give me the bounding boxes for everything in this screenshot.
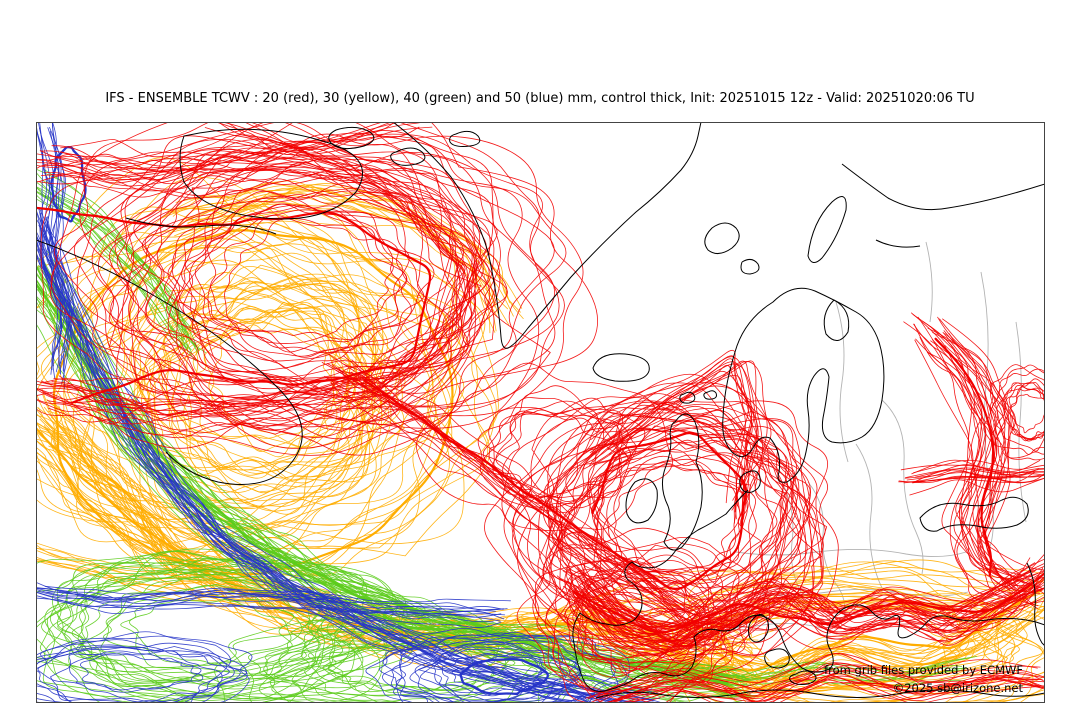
coast-arctic-islands: [328, 126, 481, 166]
coast-faroe-shetland: [679, 390, 717, 404]
coast-denmark: [739, 470, 761, 493]
coast-scandinavia: [722, 287, 885, 483]
attribution: from grib files provided by ECMWF ©2025 …: [824, 661, 1023, 697]
map-frame: from grib files provided by ECMWF ©2025 …: [36, 122, 1045, 703]
coast-baffin: [179, 128, 364, 220]
attribution-copyright-line: ©2025 sb@irizone.net: [892, 681, 1023, 695]
coast-north-africa: [595, 689, 1045, 699]
coast-arctic-russia: [841, 163, 1045, 248]
coast-europe-mediterranean: [572, 489, 1045, 692]
coast-caspian: [1026, 562, 1045, 647]
spaghetti-contours: [36, 122, 1045, 703]
map-border: [36, 122, 1045, 703]
coast-corsica-sardinia-sicily: [747, 614, 817, 685]
coastlines: [36, 122, 1045, 699]
coast-svalbard: [704, 222, 760, 275]
coast-novaya-zemlya: [807, 196, 847, 263]
coast-greenland: [392, 122, 702, 349]
coast-labrador: [36, 239, 303, 485]
coast-white-sea: [823, 299, 850, 341]
coast-great-britain: [662, 413, 703, 551]
coast-ireland: [625, 478, 658, 524]
coast-iceland: [592, 353, 650, 382]
map-canvas: [36, 122, 1045, 703]
chart-title: IFS - ENSEMBLE TCWV : 20 (red), 30 (yell…: [105, 91, 975, 106]
coast-black-sea: [919, 496, 1029, 532]
coast-hudson-strait: [125, 217, 277, 235]
attribution-source-line: from grib files provided by ECMWF: [824, 663, 1023, 677]
